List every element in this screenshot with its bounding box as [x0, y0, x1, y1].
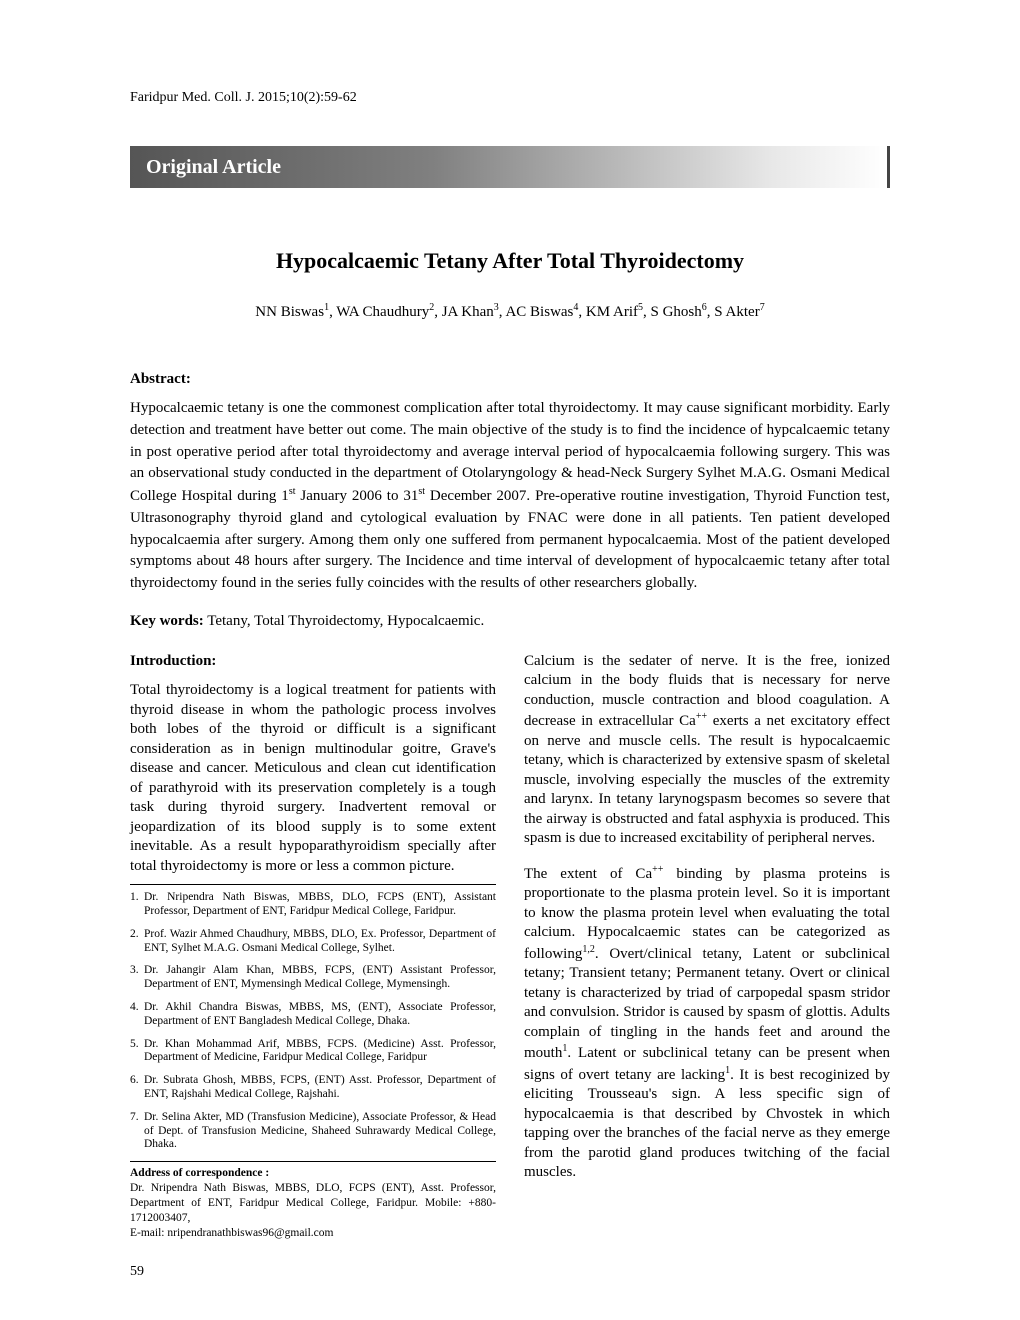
affiliation-item: 7.Dr. Selina Akter, MD (Transfusion Medi… [130, 1111, 496, 1152]
affiliation-item: 3.Dr. Jahangir Alam Khan, MBBS, FCPS, (E… [130, 964, 496, 992]
body-paragraph-2: The extent of Ca++ binding by plasma pro… [524, 863, 890, 1183]
left-column: Introduction: Total thyroidectomy is a l… [130, 652, 496, 1241]
journal-citation: Faridpur Med. Coll. J. 2015;10(2):59-62 [130, 90, 890, 106]
banner-title: Original Article [146, 156, 281, 179]
two-column-body: Introduction: Total thyroidectomy is a l… [130, 652, 890, 1241]
affiliation-rule-top [130, 884, 496, 885]
abstract-body: Hypocalcaemic tetany is one the commones… [130, 398, 890, 595]
page: Faridpur Med. Coll. J. 2015;10(2):59-62 … [0, 0, 1020, 1320]
affiliation-item: 2.Prof. Wazir Ahmed Chaudhury, MBBS, DLO… [130, 928, 496, 956]
right-column: Calcium is the sedater of nerve. It is t… [524, 652, 890, 1241]
body-paragraph-1: Calcium is the sedater of nerve. It is t… [524, 652, 890, 849]
page-number: 59 [130, 1264, 144, 1280]
keywords-label: Key words: [130, 613, 204, 629]
keywords: Key words: Tetany, Total Thyroidectomy, … [130, 613, 890, 630]
section-banner: Original Article [130, 146, 890, 188]
affiliation-item: 6.Dr. Subrata Ghosh, MBBS, FCPS, (ENT) A… [130, 1074, 496, 1102]
affiliation-item: 4.Dr. Akhil Chandra Biswas, MBBS, MS, (E… [130, 1001, 496, 1029]
correspondence-text: Dr. Nripendra Nath Biswas, MBBS, DLO, FC… [130, 1181, 496, 1226]
correspondence-label: Address of correspondence : [130, 1166, 496, 1181]
article-title: Hypocalcaemic Tetany After Total Thyroid… [130, 248, 890, 274]
author-list: NN Biswas1, WA Chaudhury2, JA Khan3, AC … [130, 302, 890, 321]
affiliation-item: 5.Dr. Khan Mohammad Arif, MBBS, FCPS. (M… [130, 1038, 496, 1066]
affiliation-list: 1.Dr. Nripendra Nath Biswas, MBBS, DLO, … [130, 891, 496, 1152]
introduction-heading: Introduction: [130, 652, 496, 672]
correspondence-box: Address of correspondence : Dr. Nripendr… [130, 1161, 496, 1241]
abstract-heading: Abstract: [130, 371, 890, 388]
affiliation-item: 1.Dr. Nripendra Nath Biswas, MBBS, DLO, … [130, 891, 496, 919]
introduction-paragraph: Total thyroidectomy is a logical treatme… [130, 681, 496, 876]
keywords-text: Tetany, Total Thyroidectomy, Hypocalcaem… [204, 613, 484, 629]
correspondence-email: E-mail: nripendranathbiswas96@gmail.com [130, 1226, 496, 1241]
